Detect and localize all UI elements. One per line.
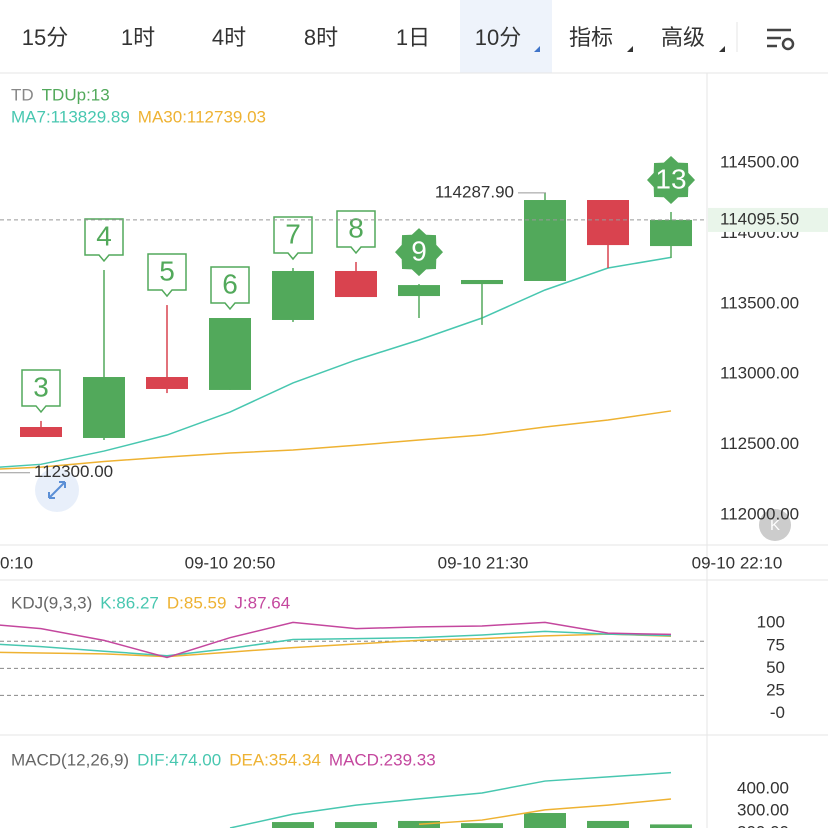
ma30-line xyxy=(0,410,672,470)
candle-body xyxy=(209,318,251,390)
dif-line xyxy=(229,771,672,828)
legend-item: TDUp:13 xyxy=(42,85,110,104)
y-tick-label: -0 xyxy=(770,703,785,722)
candle-body xyxy=(587,200,629,246)
time-label: 09-10 21:30 xyxy=(438,553,529,572)
j-line xyxy=(0,621,672,659)
tab[interactable]: 1日 xyxy=(396,25,430,50)
kline-toggle-icon: K xyxy=(770,517,780,534)
y-tick-label: 113500.00 xyxy=(720,293,799,312)
td-count: 4 xyxy=(96,220,112,251)
settings-icon[interactable] xyxy=(767,28,795,51)
kline-toggle[interactable] xyxy=(759,509,791,541)
low-marker-label: 112300.00 xyxy=(34,462,113,481)
macd-bar xyxy=(524,813,566,828)
y-tick-label: 112000.00 xyxy=(720,504,799,523)
y-tick-label: 25 xyxy=(766,680,785,699)
td-count: 5 xyxy=(159,255,175,286)
legend-item: MACD:239.33 xyxy=(329,750,436,769)
macd-bar xyxy=(650,824,692,828)
td-count: 3 xyxy=(33,371,49,402)
legend-item: MA30:112739.03 xyxy=(138,107,266,126)
y-tick-label: 50 xyxy=(766,658,785,677)
macd-bar xyxy=(398,820,440,828)
td-count: 13 xyxy=(655,163,686,194)
macd-bar xyxy=(587,820,629,828)
y-tick-label: 75 xyxy=(766,635,785,654)
y-tick-label: 200.00 xyxy=(737,823,789,828)
candle-body xyxy=(146,377,188,389)
time-label: 09-10 20:50 xyxy=(185,553,276,572)
ma7-line xyxy=(0,256,672,468)
current-price-label: 114095.50 xyxy=(720,209,799,228)
tab[interactable]: 高级 xyxy=(661,25,705,50)
candle-body xyxy=(461,279,503,285)
y-tick-label: 114500.00 xyxy=(720,152,799,171)
candle-body xyxy=(83,377,125,438)
y-tick-label: 400.00 xyxy=(737,778,789,797)
macd-bar xyxy=(461,823,503,828)
high-marker-label: 114287.90 xyxy=(435,182,514,201)
y-tick-label: 112500.00 xyxy=(720,434,799,453)
legend-item: K:86.27 xyxy=(100,593,159,612)
time-label: 09-10 22:10 xyxy=(692,553,783,572)
tab[interactable]: 1时 xyxy=(121,25,155,50)
legend-item: D:85.59 xyxy=(167,593,227,612)
legend-item: DIF:474.00 xyxy=(137,750,221,769)
td-count: 6 xyxy=(222,268,238,299)
td-badge xyxy=(210,266,250,311)
candle-body xyxy=(20,427,62,437)
macd-bar xyxy=(272,822,314,828)
legend-item: TD xyxy=(11,85,34,104)
td-badge xyxy=(336,210,376,255)
candle-body xyxy=(524,200,566,281)
k-line xyxy=(0,630,672,657)
macd-bar xyxy=(335,822,377,828)
legend-item: J:87.64 xyxy=(234,593,290,612)
tab[interactable]: 15分 xyxy=(22,25,68,50)
tab[interactable]: 4时 xyxy=(212,25,246,50)
td-count: 8 xyxy=(348,212,364,243)
active-tab-bg xyxy=(460,0,552,73)
td-badge xyxy=(273,216,313,261)
td-badge xyxy=(647,155,695,204)
tab-caret xyxy=(534,46,540,52)
expand-icon xyxy=(48,481,66,499)
current-price-bg xyxy=(708,207,828,232)
legend-item: DEA:354.34 xyxy=(229,750,321,769)
legend-item: KDJ(9,3,3) xyxy=(11,593,92,612)
time-label: 0:10 xyxy=(0,553,33,572)
legend-item: MA7:113829.89 xyxy=(11,107,130,126)
tab[interactable]: 8时 xyxy=(304,25,338,50)
td-badge xyxy=(147,253,187,298)
td-count: 9 xyxy=(411,235,427,266)
tab[interactable]: 10分 xyxy=(475,25,521,50)
candle-body xyxy=(272,270,314,320)
y-tick-label: 300.00 xyxy=(737,801,789,820)
legend-item: MACD(12,26,9) xyxy=(11,750,129,769)
dea-line xyxy=(418,798,672,826)
y-tick-label: 113000.00 xyxy=(720,364,799,383)
td-badge xyxy=(84,218,124,263)
y-tick-label: 100 xyxy=(757,613,785,632)
td-badge xyxy=(395,228,443,277)
td-badge xyxy=(21,369,61,414)
d-line xyxy=(0,633,672,658)
candle-body xyxy=(398,285,440,297)
tab-caret xyxy=(719,46,725,52)
tab[interactable]: 指标 xyxy=(569,25,613,50)
tab-caret xyxy=(627,46,633,52)
candle-body xyxy=(335,270,377,298)
td-count: 7 xyxy=(285,218,301,249)
candle-body xyxy=(650,219,692,247)
